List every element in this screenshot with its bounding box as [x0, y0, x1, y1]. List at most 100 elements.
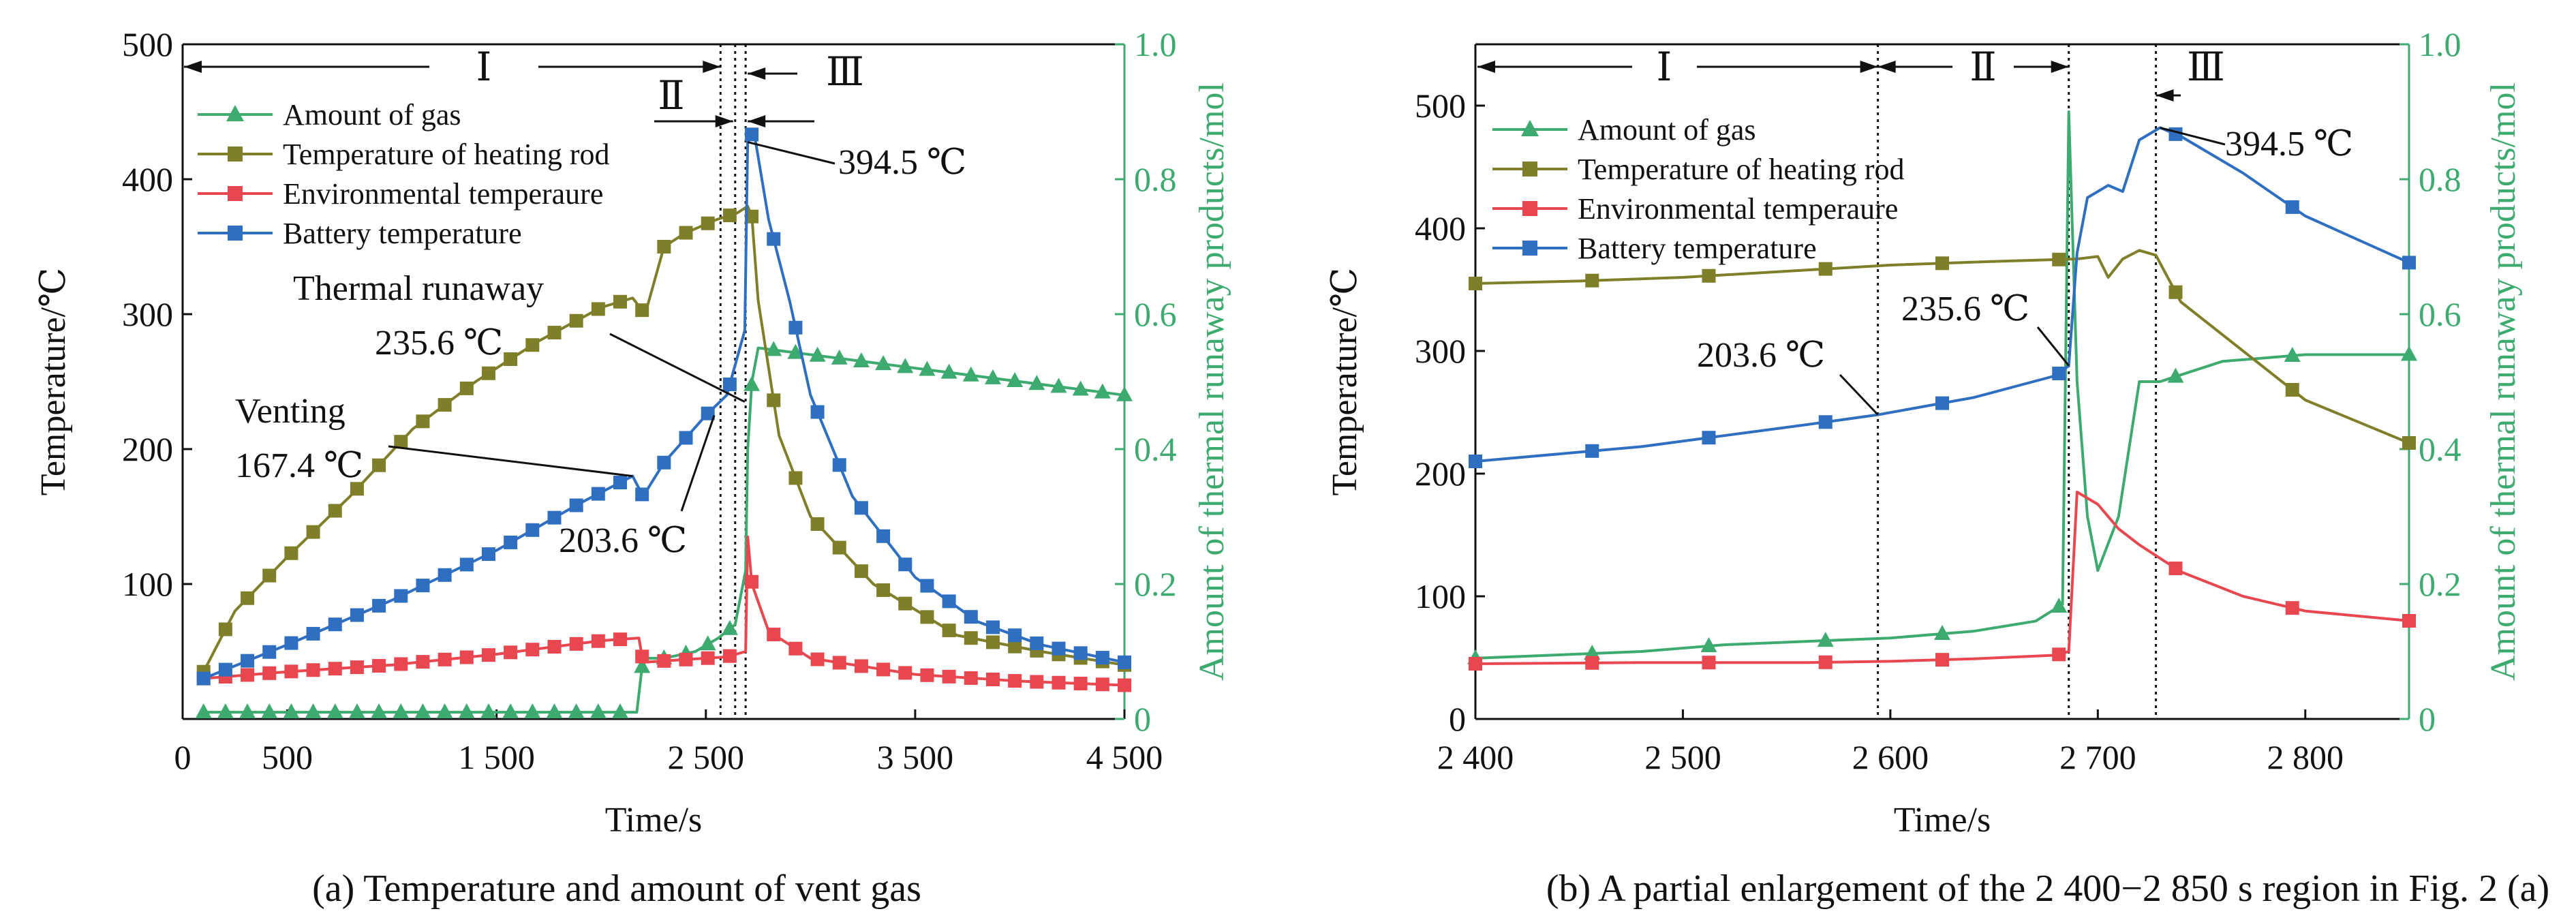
series-marker [284, 546, 298, 560]
series-marker [458, 703, 475, 719]
annotation-leader [2160, 126, 2226, 146]
series-marker [459, 557, 474, 572]
series-marker [1469, 657, 1482, 671]
series-marker [1095, 651, 1109, 665]
stage-2-arrow-right-head [2051, 61, 2069, 73]
series-marker [854, 501, 868, 515]
series-marker [679, 226, 693, 240]
series-marker [831, 349, 848, 365]
temp-235-label: 235.6 ℃ [1901, 290, 2029, 328]
series-marker [306, 525, 320, 539]
series-marker [414, 703, 431, 719]
series-marker [1935, 396, 1949, 410]
series-marker [679, 652, 693, 666]
series-marker [920, 668, 934, 682]
series-marker [657, 654, 671, 668]
series-marker [2402, 256, 2416, 270]
stage-2-arrow-left-head [715, 115, 733, 127]
series-marker [1095, 677, 1109, 692]
series-marker [591, 634, 605, 648]
series-marker [964, 610, 978, 624]
series-marker [416, 579, 430, 593]
series-marker [1818, 655, 1833, 669]
series-marker [547, 510, 562, 525]
series-marker [393, 703, 410, 719]
series-marker [635, 649, 649, 664]
series-marker [920, 610, 934, 624]
series-marker [480, 703, 497, 719]
series-marker [2168, 562, 2183, 576]
series-line [1475, 126, 2410, 463]
x-tick-label: 0 [174, 738, 191, 776]
series-marker [504, 645, 518, 660]
series-marker [569, 498, 583, 512]
series-marker [964, 631, 978, 645]
series-marker [241, 668, 255, 682]
series-marker [635, 303, 649, 318]
series-marker [239, 703, 256, 719]
series-marker [394, 435, 408, 449]
series-marker [985, 635, 1000, 649]
series-marker [2284, 346, 2301, 362]
legend-label: Temperature of heating rod [1578, 153, 1905, 186]
series-marker [217, 703, 234, 719]
series-marker [962, 366, 979, 382]
series-marker [328, 662, 342, 676]
legend-marker [228, 186, 243, 201]
series-marker [481, 648, 495, 662]
series-marker [1118, 655, 1131, 669]
series-marker [657, 455, 671, 470]
series-marker [2167, 367, 2184, 383]
series-marker [657, 240, 671, 254]
x-tick-label: 2 800 [2267, 738, 2344, 776]
series-marker [984, 369, 1001, 384]
series-marker [502, 703, 519, 719]
series-marker [241, 591, 255, 605]
series-marker [305, 703, 322, 719]
x-tick-label: 2 400 [1437, 738, 1514, 776]
series-marker [306, 626, 320, 641]
series-marker [2052, 367, 2066, 380]
y-tick-label: 300 [1415, 332, 1466, 370]
series-marker [525, 523, 540, 537]
series-marker [1702, 656, 1716, 670]
series-marker [942, 669, 956, 684]
series-marker [196, 671, 211, 686]
series-marker [634, 658, 651, 673]
series-marker [745, 574, 759, 589]
temp-203-label: 203.6 ℃ [1697, 336, 1825, 375]
series-marker [787, 343, 804, 359]
series-marker [1584, 644, 1601, 660]
venting-temp: 167.4 ℃ [235, 446, 363, 485]
stage-2-label: Ⅱ [658, 74, 684, 118]
series-marker [788, 641, 803, 656]
series-marker [964, 671, 978, 685]
series-marker [612, 703, 629, 719]
series-marker [504, 352, 518, 366]
series-marker [2402, 614, 2416, 628]
series-marker [832, 656, 846, 670]
series-marker [832, 458, 846, 472]
series-marker [767, 232, 781, 246]
y-tick-label: 500 [122, 25, 173, 63]
annotation-leader [680, 415, 716, 512]
series-marker [1030, 675, 1044, 689]
series-marker [547, 640, 562, 654]
series-marker [2285, 383, 2299, 397]
series-marker [853, 352, 870, 368]
y-axis-label: Temperature/℃ [1325, 268, 1364, 496]
annotation-leader [2036, 326, 2070, 367]
stage-2-arrow-left-head [1877, 61, 1896, 73]
series-marker [1052, 675, 1066, 690]
y2-tick-label: 0.2 [1134, 565, 1177, 603]
series-marker [591, 302, 605, 316]
series-marker [372, 458, 386, 472]
series-marker [394, 589, 408, 603]
series-marker [701, 216, 715, 230]
series-marker [701, 651, 715, 665]
series-marker [898, 596, 913, 611]
series-marker [876, 662, 891, 677]
series-marker [767, 628, 781, 642]
y-tick-label: 300 [122, 295, 173, 333]
